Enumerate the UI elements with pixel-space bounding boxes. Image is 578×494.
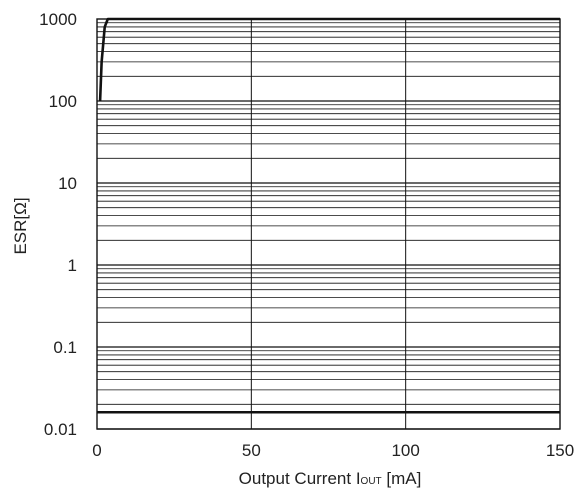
y-tick-label: 10 (58, 174, 77, 193)
x-tick-label: 150 (546, 441, 574, 460)
y-tick-label: 0.1 (53, 338, 77, 357)
x-axis-title-unit: [mA] (382, 469, 422, 488)
x-axis-title-subscript: OUT (361, 476, 382, 487)
x-tick-label: 50 (242, 441, 261, 460)
tick-labels: 0.01 0.1 1 10 100 1000 0 50 100 150 (39, 10, 574, 460)
plot-frame (96, 18, 561, 430)
series-line-1 (98, 17, 560, 102)
x-axis-title: Output Current IOUT [mA] (239, 469, 422, 488)
grid (96, 18, 561, 430)
y-tick-label: 0.01 (44, 420, 77, 439)
y-axis-title: ESR[Ω] (11, 197, 30, 254)
series-group (97, 17, 560, 414)
x-tick-label: 100 (391, 441, 419, 460)
y-tick-label: 100 (49, 92, 77, 111)
y-tick-label: 1 (68, 256, 77, 275)
x-axis-title-main: Output Current I (239, 469, 361, 488)
y-tick-label: 1000 (39, 10, 77, 29)
x-tick-label: 0 (92, 441, 101, 460)
